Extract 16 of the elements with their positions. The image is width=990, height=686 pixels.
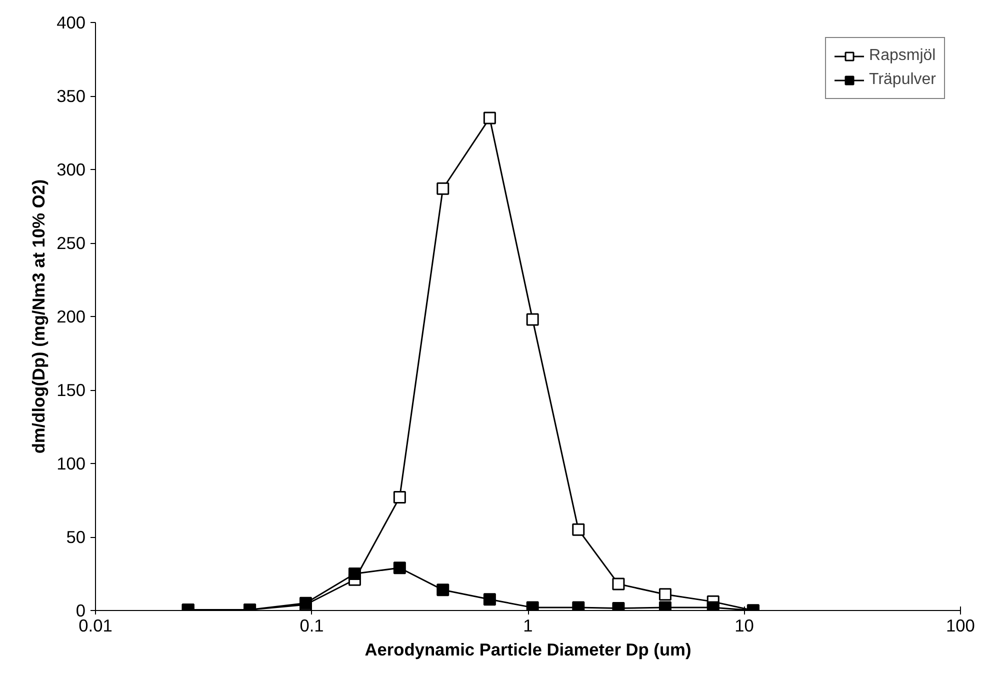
- x-axis-title: Aerodynamic Particle Diameter Dp (um): [364, 640, 692, 660]
- y-tick-label: 350: [56, 86, 86, 106]
- y-tick-label: 50: [66, 527, 86, 547]
- y-tick-label: 150: [56, 380, 86, 400]
- y-tick-label: 400: [56, 12, 86, 32]
- legend-label: Rapsmjöl: [869, 47, 936, 65]
- x-tick-label: 1: [523, 616, 533, 636]
- x-tick-label: 100: [946, 616, 975, 636]
- y-tick-label: 200: [56, 306, 86, 326]
- y-tick-label: 300: [56, 160, 86, 180]
- y-tick-label: 250: [56, 233, 86, 253]
- x-tick-label: 10: [734, 616, 754, 636]
- x-tick-label: 0.1: [300, 616, 324, 636]
- y-tick-label: 100: [56, 454, 86, 474]
- y-axis-title: dm/dlog(Dp) (mg/Nm3 at 10% O2): [28, 179, 49, 454]
- legend-label: Träpulver: [869, 71, 936, 89]
